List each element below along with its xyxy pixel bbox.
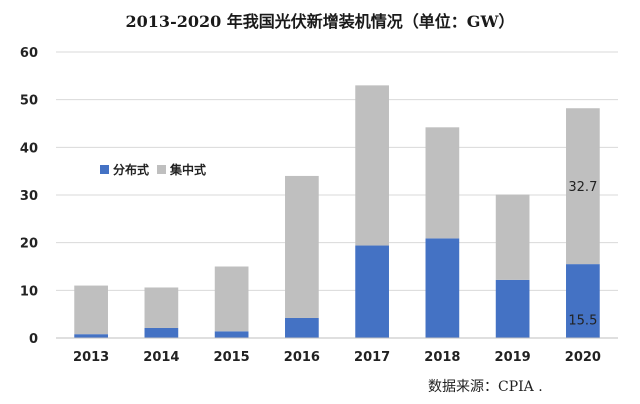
y-tick-label-50: 50 bbox=[20, 94, 38, 109]
x-tick-labels: 2013 2014 2015 2016 2017 2018 2019 2020 bbox=[73, 350, 601, 365]
bar-2018-centralized bbox=[425, 127, 460, 239]
y-tick-labels: 0 10 20 30 40 50 60 bbox=[20, 46, 38, 347]
x-tick-label-2017: 2017 bbox=[354, 350, 390, 365]
bar-2016-centralized bbox=[285, 175, 319, 318]
data-label-2020-centralized: 32.7 bbox=[568, 180, 597, 195]
bar-2017-distributed bbox=[355, 245, 389, 338]
x-tick-label-2018: 2018 bbox=[424, 350, 460, 365]
legend-item-centralized: 集中式 bbox=[157, 161, 206, 178]
x-tick-label-2015: 2015 bbox=[214, 350, 250, 365]
legend-swatch-centralized bbox=[157, 165, 167, 174]
bar-2020-distributed bbox=[566, 264, 600, 338]
bar-2013-distributed bbox=[74, 334, 108, 338]
bar-2013-centralized bbox=[74, 285, 108, 335]
bar-2015-distributed bbox=[214, 331, 249, 338]
source-note: 数据来源：CPIA . bbox=[428, 379, 543, 395]
y-tick-label-60: 60 bbox=[20, 46, 38, 61]
legend-label-distributed: 分布式 bbox=[113, 163, 150, 177]
y-tick-label-30: 30 bbox=[20, 189, 38, 204]
x-tick-label-2013: 2013 bbox=[73, 350, 109, 365]
x-tick-label-2020: 2020 bbox=[565, 350, 601, 365]
data-label-2020-distributed: 15.5 bbox=[568, 314, 597, 329]
y-tick-label-10: 10 bbox=[20, 284, 38, 299]
y-tick-label-0: 0 bbox=[29, 332, 38, 347]
bar-2016-distributed bbox=[285, 317, 319, 338]
bar-2019-centralized bbox=[495, 194, 530, 280]
x-tick-label-2016: 2016 bbox=[284, 350, 320, 365]
legend-item-distributed: 分布式 bbox=[100, 161, 149, 178]
bar-2017-centralized bbox=[355, 85, 389, 246]
legend-label-centralized: 集中式 bbox=[170, 163, 207, 177]
bar-2019-distributed bbox=[495, 279, 530, 338]
bar-2018-distributed bbox=[425, 238, 460, 338]
bar-2014-distributed bbox=[144, 327, 179, 338]
legend-swatch-distributed bbox=[100, 165, 109, 174]
data-labels: 32.7 15.5 bbox=[568, 180, 597, 328]
y-tick-label-20: 20 bbox=[20, 237, 38, 252]
bar-2020-centralized bbox=[566, 108, 600, 265]
bar-2014-centralized bbox=[144, 287, 179, 328]
y-tick-label-40: 40 bbox=[20, 141, 38, 156]
legend: 分布式 集中式 bbox=[100, 161, 214, 178]
x-tick-label-2014: 2014 bbox=[143, 350, 179, 365]
chart-title: 2013-2020 年我国光伏新增装机情况（单位：GW） bbox=[125, 12, 515, 31]
bars-layer bbox=[74, 85, 600, 338]
bar-2015-centralized bbox=[214, 266, 249, 332]
x-tick-label-2019: 2019 bbox=[495, 350, 531, 365]
